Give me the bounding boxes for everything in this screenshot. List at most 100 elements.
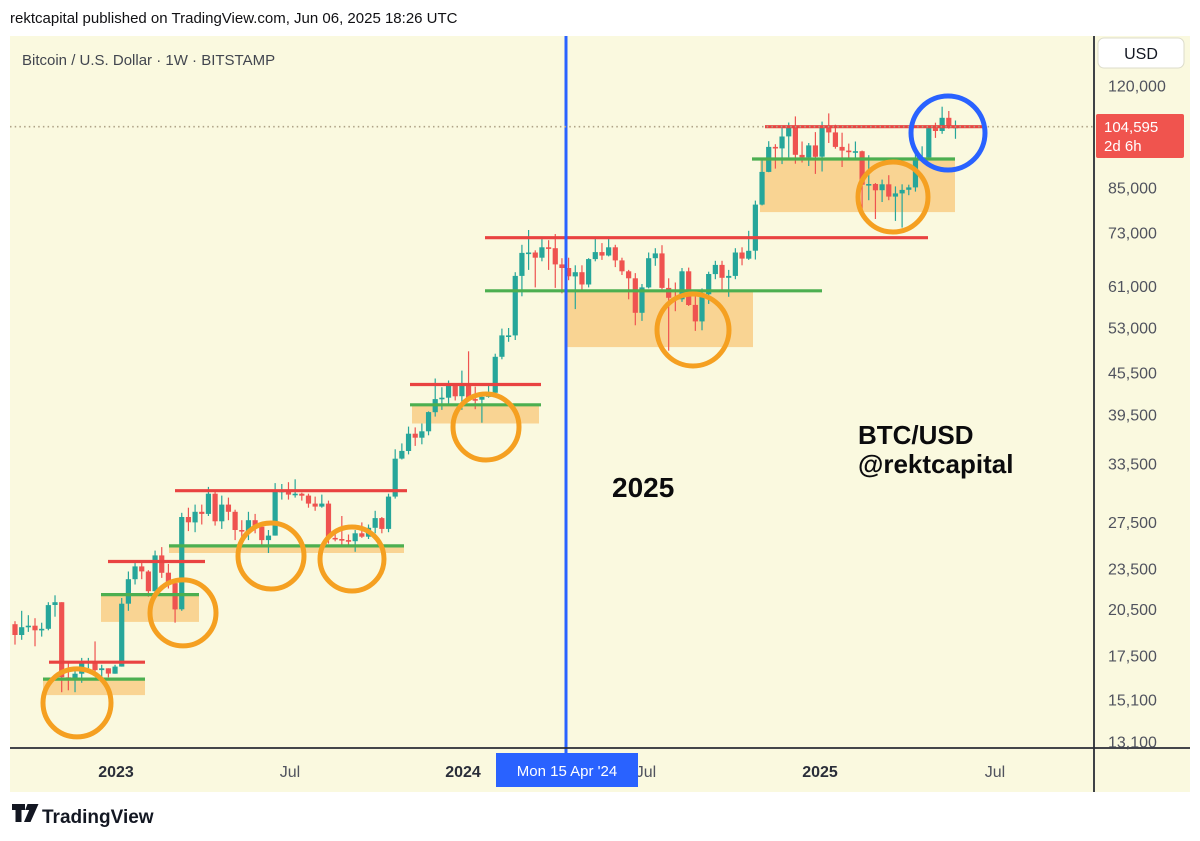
candle-body [225, 504, 232, 512]
candle-body [819, 127, 825, 157]
candle-body [532, 252, 538, 258]
candle-body [479, 396, 485, 400]
bar-countdown: 2d 6h [1104, 138, 1142, 155]
candle-body [299, 493, 305, 496]
candle-body [125, 579, 131, 604]
candle-body [139, 566, 145, 572]
candle-body [686, 271, 692, 305]
candle-body [285, 490, 292, 495]
watermark-ticker: BTC/USD [858, 420, 974, 450]
candle-body [165, 572, 172, 584]
time-tick-label: 2023 [98, 764, 134, 781]
candle-body [632, 278, 638, 313]
candle-body [626, 271, 632, 279]
candle-body [619, 260, 625, 272]
price-tick-label: 85,000 [1108, 181, 1157, 198]
footer-logo[interactable]: TradingView [12, 804, 154, 828]
price-tick-label: 27,500 [1108, 515, 1157, 532]
retest-circle [654, 291, 732, 369]
candle-body [292, 493, 298, 496]
candle-body [132, 566, 138, 580]
candle-body [719, 264, 725, 278]
candle-body [552, 248, 558, 265]
candle-body [586, 259, 592, 285]
price-axis-scale[interactable]: 120,000 85,000 73,000 61,000 53,000 45,500 39,… [1108, 79, 1166, 752]
candle-body [152, 555, 158, 592]
candle-body [779, 136, 785, 149]
candle-body [806, 145, 812, 158]
candle-body [652, 253, 658, 259]
price-tick-label: 120,000 [1108, 79, 1166, 96]
candle-body [592, 252, 598, 260]
candle-body [886, 184, 892, 197]
highlight-circle-blue [908, 93, 988, 173]
price-tick-label: 53,000 [1108, 321, 1157, 338]
candle-body [199, 511, 205, 514]
currency-button-label: USD [1124, 46, 1158, 63]
attribution-text: rektcapital published on TradingView.com… [10, 10, 458, 27]
candle-body [746, 250, 752, 259]
candlestick-plot[interactable] [12, 106, 959, 693]
candle-body [752, 204, 758, 251]
retest-circle [317, 524, 387, 594]
price-tick-label: 20,500 [1108, 602, 1157, 619]
demand-zone [169, 545, 404, 553]
candle-body [52, 602, 58, 605]
candle-body [772, 146, 778, 149]
price-tick-label: 33,500 [1108, 456, 1157, 473]
candle-body [525, 252, 532, 255]
candle-body [859, 151, 865, 185]
candle-body [739, 252, 745, 259]
candle-body [412, 433, 418, 438]
currency-button[interactable]: USD [1097, 37, 1185, 69]
candle-body [339, 539, 345, 541]
price-tick-label: 39,500 [1108, 408, 1157, 425]
candle-body [879, 184, 885, 191]
time-axis-scale[interactable]: 2023 Jul 2024 Jul 2025 Jul [98, 764, 1005, 781]
candle-body [345, 540, 352, 542]
retest-circle [147, 577, 219, 649]
time-tick-label: Jul [636, 764, 656, 781]
price-tick-label: 73,000 [1108, 226, 1157, 243]
candle-body [145, 571, 151, 592]
candle-body [932, 128, 939, 131]
candle-body [846, 150, 852, 153]
candle-body [786, 127, 792, 137]
time-tick-label: Jul [985, 764, 1005, 781]
candle-body [32, 625, 38, 631]
time-tick-label: 2024 [445, 764, 481, 781]
price-tick-label: 45,500 [1108, 366, 1157, 383]
candle-body [112, 666, 118, 674]
candle-body [872, 184, 879, 191]
candle-body [119, 603, 125, 667]
candle-body [192, 511, 198, 523]
candle-body [319, 503, 325, 507]
candle-body [852, 151, 859, 153]
candle-body [405, 433, 412, 451]
watermark-handle: @rektcapital [858, 449, 1013, 479]
price-tick-label: 17,500 [1108, 649, 1157, 666]
price-tick-label: 61,000 [1108, 279, 1157, 296]
candle-body [359, 533, 365, 537]
price-tick-label: 13,100 [1108, 735, 1157, 752]
candle-body [706, 274, 712, 295]
candle-body [439, 397, 445, 400]
chart-canvas[interactable] [10, 36, 1190, 792]
candle-body [92, 661, 98, 671]
demand-zone [43, 679, 145, 696]
event-time-badge: Mon 15 Apr '24 [496, 753, 638, 787]
retest-circle [40, 666, 114, 740]
candle-body [105, 668, 111, 674]
candle-body [372, 518, 378, 528]
time-tick-label: 2025 [802, 764, 838, 781]
candle-body [99, 668, 105, 671]
candle-body [252, 520, 258, 527]
retest-circle [450, 391, 522, 463]
retest-circles-layer [40, 159, 931, 740]
candle-body [212, 493, 218, 522]
candle-body [812, 145, 818, 157]
candle-body [499, 335, 505, 357]
candle-body [379, 518, 385, 529]
candle-body [445, 385, 452, 398]
